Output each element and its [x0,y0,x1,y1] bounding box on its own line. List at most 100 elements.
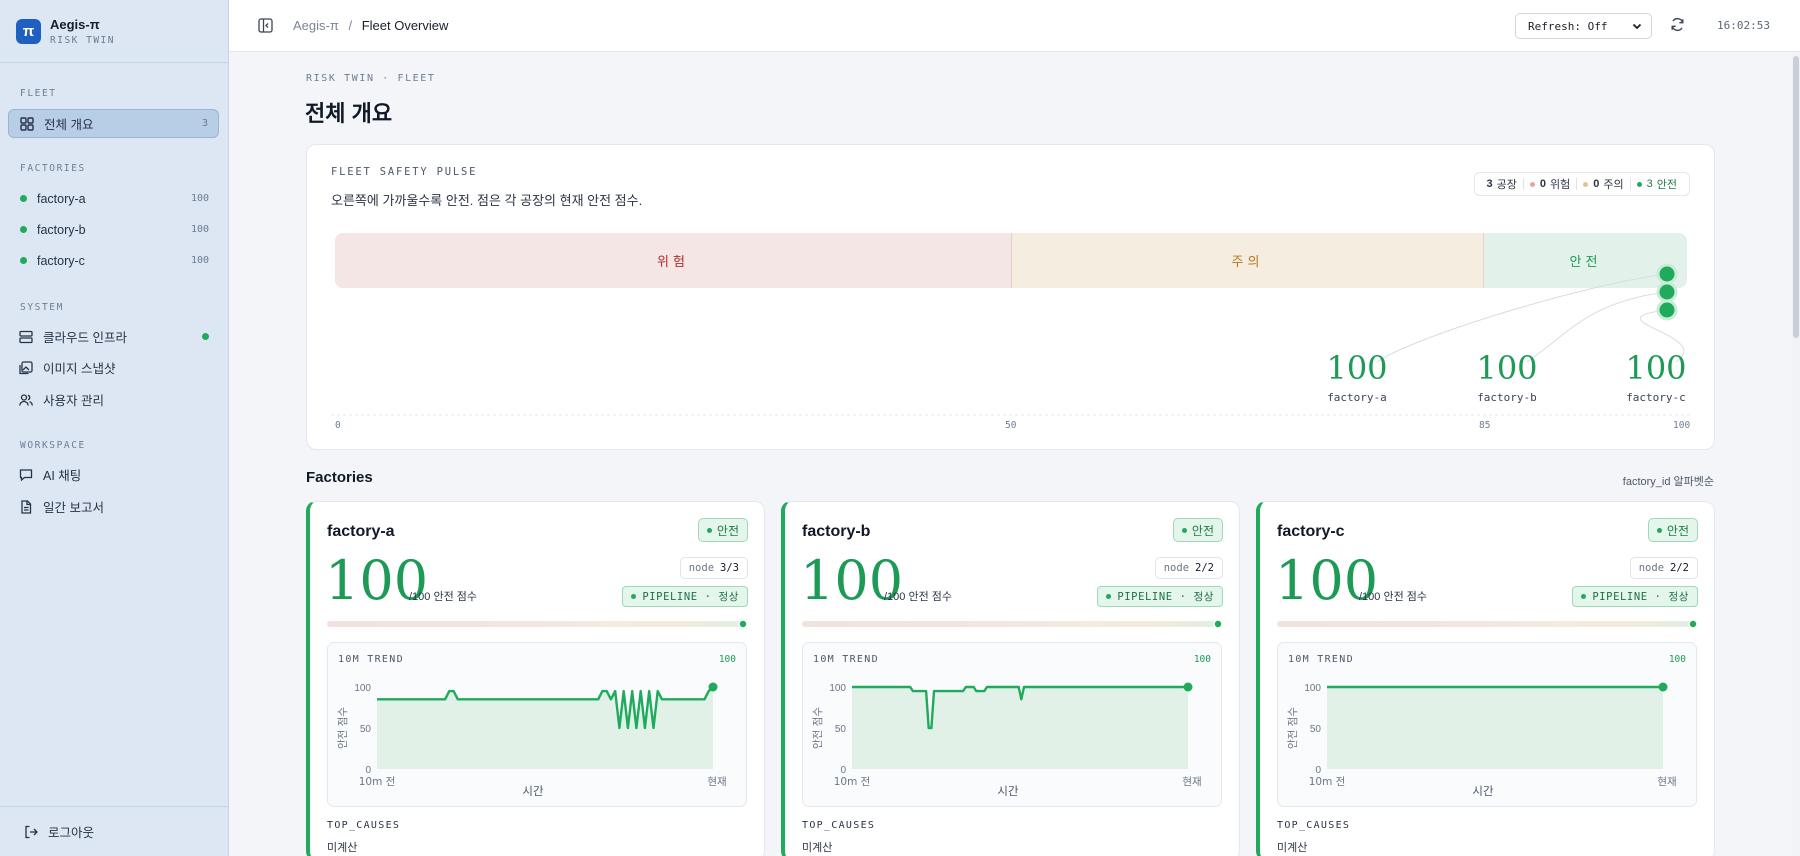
sidebar-item-daily-report[interactable]: 일간 보고서 [8,492,219,521]
score-unit: /100 안전 점수 [1359,591,1428,603]
sidebar-item-label: factory-b [37,222,86,237]
axis-tick-85: 85 [1479,420,1491,431]
marker-name: factory-b [1477,391,1537,404]
axis-tick-50: 50 [1005,420,1017,431]
marker-score: 100 [1625,349,1686,387]
band-danger: 위험 [335,233,1012,288]
app-subtitle: RISK TWIN [50,34,115,46]
marker-connector [1376,273,1668,363]
breadcrumb-root[interactable]: Aegis-π [293,18,339,33]
factory-score: 100 [190,255,209,266]
page-title: 전체 개요 [305,101,393,126]
brand[interactable]: π Aegis-π RISK TWIN [0,0,228,63]
sidebar-item-cloud-infra[interactable]: 클라우드 인프라 [8,322,219,351]
y-axis-label: 안전 점수 [1287,707,1299,749]
y-axis-label: 안전 점수 [337,707,349,749]
logout-label: 로그아웃 [48,826,95,840]
sidebar-item-label: 사용자 관리 [43,394,104,408]
score-range-bar [327,620,747,628]
sidebar-toggle-icon [257,18,273,33]
trend-area [852,687,1188,769]
sidebar-item-label: 전체 개요 [44,118,94,132]
scrollbar-track[interactable] [1792,52,1800,856]
node-count-pill: node 3/3 [679,557,748,579]
factory-card[interactable]: factory-b 안전 100 /100 안전 점수 node 2/2 PIPE… [781,501,1240,856]
trend-chart: 10M TREND 100 100 50 0 안전 점수 10m 전 현재 시간 [327,642,747,807]
logout-button[interactable]: 로그아웃 [0,806,229,856]
y-tick-label: 100 [354,683,371,694]
top-causes-value: 미계산 [802,842,833,854]
pulse-summary: 3 공장 0 위험 0 주의 3 안전 [1473,172,1690,196]
scrollbar-thumb[interactable] [1793,56,1799,338]
factory-score: 100 [190,193,209,204]
y-tick-label: 0 [840,765,846,776]
x-start-label: 10m 전 [834,776,871,788]
document-icon [18,499,34,515]
factories-sort-label[interactable]: factory_id 알파벳순 [1622,476,1714,488]
trend-last-point [1658,682,1668,692]
x-axis-label: 시간 [522,784,544,798]
y-axis-label: 안전 점수 [812,707,824,749]
sidebar-item-factory-a[interactable]: factory-a 100 [8,184,219,213]
factory-name[interactable]: factory-b [802,523,871,540]
sidebar-item-factory-b[interactable]: factory-b 100 [8,215,219,244]
summary-factories: 3 공장 [1486,178,1517,191]
marker-score: 100 [1476,349,1537,387]
brand-logo: π [16,18,41,44]
status-badge: 안전 [1172,518,1223,542]
sidebar-item-label: factory-a [37,191,86,206]
status-dot [20,226,27,233]
safety-bands: 위험 주의 안전 [335,233,1687,288]
factory-score: 100 [190,224,209,235]
section-workspace: WORKSPACE [20,440,86,451]
trend-chart: 10M TREND 100 100 50 0 안전 점수 10m 전 현재 시간 [802,642,1222,807]
axis-tick-0: 0 [335,420,341,431]
sidebar-item-ai-chat[interactable]: AI 채팅 [8,460,219,489]
node-count-pill: node 2/2 [1629,557,1698,579]
clock: 16:02:53 [1717,19,1770,32]
sidebar-item-user-management[interactable]: 사용자 관리 [8,385,219,414]
sidebar-item-factory-c[interactable]: factory-c 100 [8,246,219,275]
sidebar-item-label: factory-c [37,253,85,268]
refresh-interval-select[interactable]: Refresh: Off [1515,13,1652,39]
factory-card[interactable]: factory-c 안전 100 /100 안전 점수 node 2/2 PIPE… [1256,501,1715,856]
sidebar-item-image-snapshot[interactable]: 이미지 스냅샷 [8,353,219,382]
refresh-button[interactable] [1670,17,1686,33]
y-tick-label: 100 [1304,683,1321,694]
top-causes-label: TOP_CAUSES [1277,820,1351,831]
marker-connector [1639,309,1685,363]
trend-area [377,687,713,769]
users-icon [18,392,34,408]
factory-name[interactable]: factory-c [1277,523,1345,540]
sidebar: π Aegis-π RISK TWIN FLEET 전체 개요 3 FACTOR… [0,0,229,856]
status-badge: 안전 [697,518,748,542]
y-tick-label: 0 [1315,765,1321,776]
y-tick-label: 50 [1310,724,1322,735]
grid-icon [19,116,35,132]
breadcrumb-current: Fleet Overview [361,18,449,33]
x-end-label: 현재 [707,776,726,788]
sidebar-toggle-button[interactable] [257,18,273,34]
top-causes-value: 미계산 [1277,842,1308,854]
status-badge: 안전 [1647,518,1698,542]
score-marker [1213,620,1222,628]
chevron-down-icon [1631,20,1643,35]
summary-warn: 0 주의 [1577,176,1629,192]
sidebar-item-overview[interactable]: 전체 개요 3 [8,109,219,138]
summary-safe: 3 안전 [1631,176,1683,192]
refresh-select-value: Refresh: Off [1528,19,1608,33]
score-marker [738,620,747,628]
score-range-bar [802,620,1222,628]
factory-card[interactable]: factory-a 안전 100 /100 안전 점수 node 3/3 PIPE… [306,501,765,856]
server-icon [18,329,34,345]
safety-score: 100 [325,549,429,612]
trend-line [377,686,714,730]
score-marker [1688,620,1697,628]
band-warn: 주의 [1012,233,1484,288]
trend-current-value: 100 [1193,654,1211,665]
page-eyebrow: RISK TWIN · FLEET [306,73,436,84]
factory-marker-dot [1656,263,1678,285]
top-causes-label: TOP_CAUSES [802,820,876,831]
factory-name[interactable]: factory-a [327,523,395,540]
summary-danger: 0 위험 [1524,176,1576,192]
